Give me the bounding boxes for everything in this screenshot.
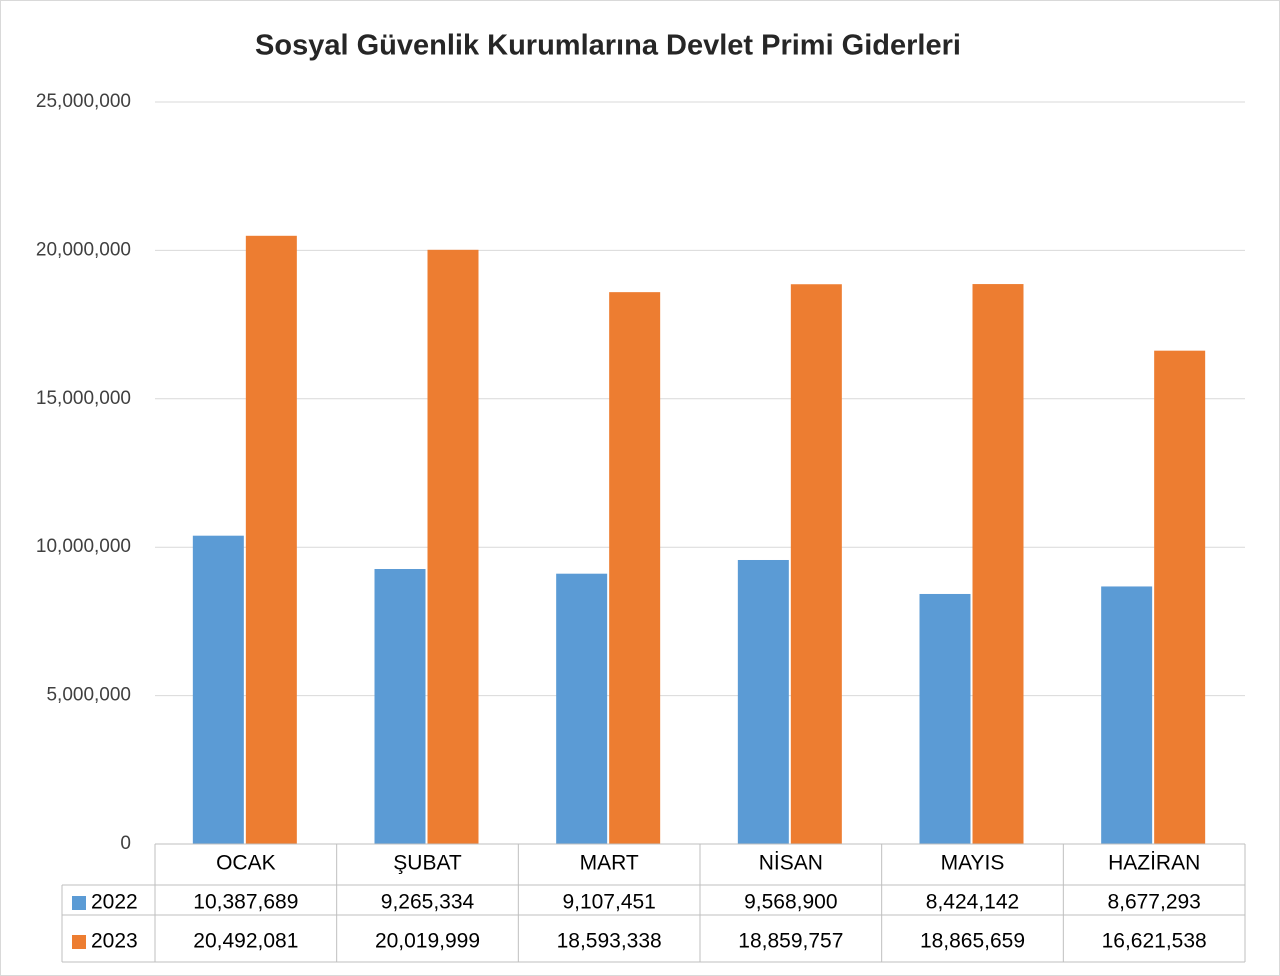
data-table-value: 16,621,538 — [1102, 930, 1207, 953]
category-label: MAYIS — [941, 852, 1005, 875]
bar — [427, 249, 479, 845]
category-label: HAZİRAN — [1108, 852, 1200, 875]
bar — [556, 573, 608, 844]
legend-key — [72, 935, 86, 949]
bar — [374, 569, 426, 844]
category-label: NİSAN — [759, 852, 823, 875]
legend-key — [72, 896, 86, 910]
y-tick-label: 20,000,000 — [36, 239, 131, 260]
y-tick-label: 15,000,000 — [36, 388, 131, 409]
data-table-value: 18,593,338 — [557, 930, 662, 953]
data-table-value: 20,492,081 — [193, 930, 298, 953]
data-table-value: 18,865,659 — [920, 930, 1025, 953]
bar — [192, 535, 244, 844]
data-table-value: 9,265,334 — [381, 891, 475, 914]
category-label: ŞUBAT — [393, 852, 462, 875]
y-tick-label: 25,000,000 — [36, 91, 131, 112]
data-table-value: 9,568,900 — [744, 891, 837, 914]
bar — [737, 559, 789, 844]
bar — [1154, 350, 1206, 844]
bar — [919, 593, 971, 844]
data-table-value: 8,424,142 — [926, 891, 1019, 914]
y-tick-label: 0 — [120, 833, 131, 854]
legend-label: 2022 — [91, 891, 138, 914]
bar — [245, 235, 297, 844]
legend-label: 2023 — [91, 930, 138, 953]
data-table-value: 20,019,999 — [375, 930, 480, 953]
category-label: MART — [580, 852, 639, 875]
y-tick-label: 10,000,000 — [36, 536, 131, 557]
chart-title: Sosyal Güvenlik Kurumlarına Devlet Primi… — [255, 30, 961, 62]
bar — [972, 284, 1024, 844]
data-table-value: 18,859,757 — [738, 930, 843, 953]
data-table-value: 8,677,293 — [1107, 891, 1200, 914]
bar — [609, 292, 661, 844]
data-table-value: 9,107,451 — [562, 891, 655, 914]
bar — [790, 284, 842, 844]
bar — [1101, 586, 1153, 844]
y-tick-label: 5,000,000 — [46, 685, 131, 706]
data-table-value: 10,387,689 — [193, 891, 298, 914]
category-label: OCAK — [216, 852, 276, 875]
